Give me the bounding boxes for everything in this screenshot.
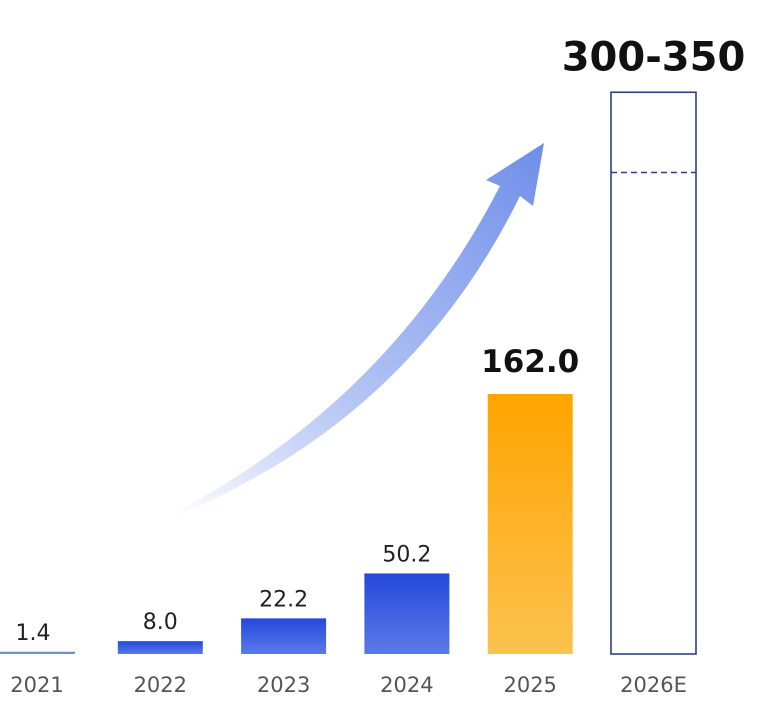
bar-2024 — [364, 573, 450, 654]
category-label: 2025 — [503, 673, 556, 697]
category-label: 2023 — [257, 673, 310, 697]
bar-2021 — [0, 651, 75, 654]
value-label: 50.2 — [382, 542, 431, 567]
value-label: 22.2 — [259, 587, 308, 612]
value-label: 8.0 — [143, 610, 178, 635]
category-label: 2021 — [10, 673, 63, 697]
value-label: 162.0 — [481, 344, 579, 380]
bar-2023 — [241, 618, 327, 654]
growth-arrow-icon — [172, 143, 544, 516]
value-label: 1.4 — [16, 621, 51, 646]
bar-2025 — [487, 393, 573, 654]
category-label: 2022 — [134, 673, 187, 697]
category-label: 2024 — [380, 673, 433, 697]
category-label: 2026E — [620, 673, 687, 697]
value-label: 300-350 — [562, 34, 746, 80]
bar-estimate-2026E — [610, 91, 697, 655]
bar-2022 — [117, 641, 203, 654]
